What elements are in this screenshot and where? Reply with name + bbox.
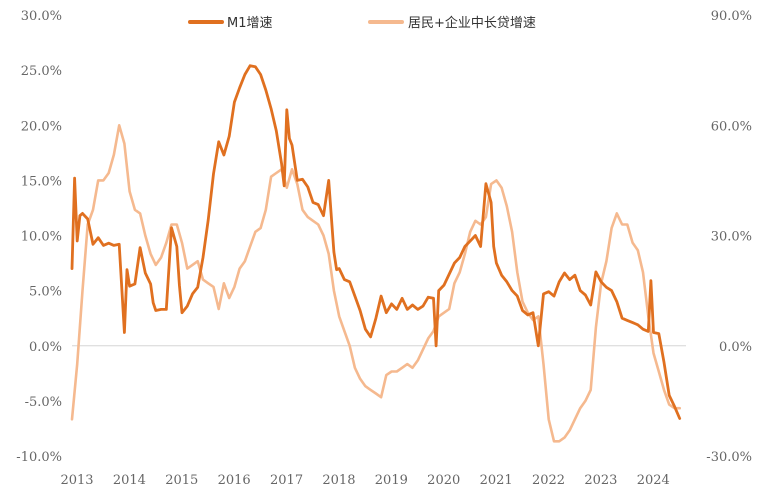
x-tick-label: 2023 [584,473,617,488]
x-tick-label: 2018 [322,473,355,488]
x-tick-label: 2021 [480,473,513,488]
series-lines [70,64,682,443]
left-y-tick-label: -10.0% [16,450,62,465]
right-y-tick-label: 30.0% [711,230,752,245]
x-tick-label: 2017 [270,473,303,488]
right-y-tick-label: 90.0% [711,9,752,24]
right-y-axis: 90.0% 60.0% 30.0% 0.0% -30.0% [706,9,752,465]
left-y-axis: 30.0% 25.0% 20.0% 15.0% 10.0% 5.0% 0.0% -5.0% -1… [16,9,62,465]
x-tick-label: 2014 [113,473,146,488]
left-y-tick-label: 10.0% [21,230,62,245]
legend-label-m1: M1增速 [227,16,273,31]
x-tick-label: 2020 [427,473,460,488]
legend-label-loans: 居民+企业中长贷增速 [408,15,536,31]
x-tick-label: 2016 [218,473,251,488]
x-tick-label: 2024 [637,473,670,488]
x-tick-label: 2022 [532,473,565,488]
right-y-tick-label: -30.0% [706,450,752,465]
series-line-m1 [70,64,682,420]
left-y-tick-label: 5.0% [29,285,62,300]
series-line-loans [70,124,682,443]
x-tick-label: 2019 [375,473,408,488]
x-tick-label: 2015 [165,473,198,488]
left-y-tick-label: 30.0% [21,9,62,24]
x-axis: 2013 2014 2015 2016 2017 2018 2019 2020 2021 2022… [60,473,669,488]
legend: M1增速 居民+企业中长贷增速 [188,15,536,31]
right-y-tick-label: 0.0% [719,340,752,355]
left-y-tick-label: 20.0% [21,119,62,134]
left-y-tick-label: 0.0% [29,340,62,355]
right-y-tick-label: 60.0% [711,119,752,134]
left-y-tick-label: 15.0% [21,174,62,189]
left-y-tick-label: 25.0% [21,64,62,79]
left-y-tick-label: -5.0% [25,395,62,410]
x-tick-label: 2013 [60,473,93,488]
